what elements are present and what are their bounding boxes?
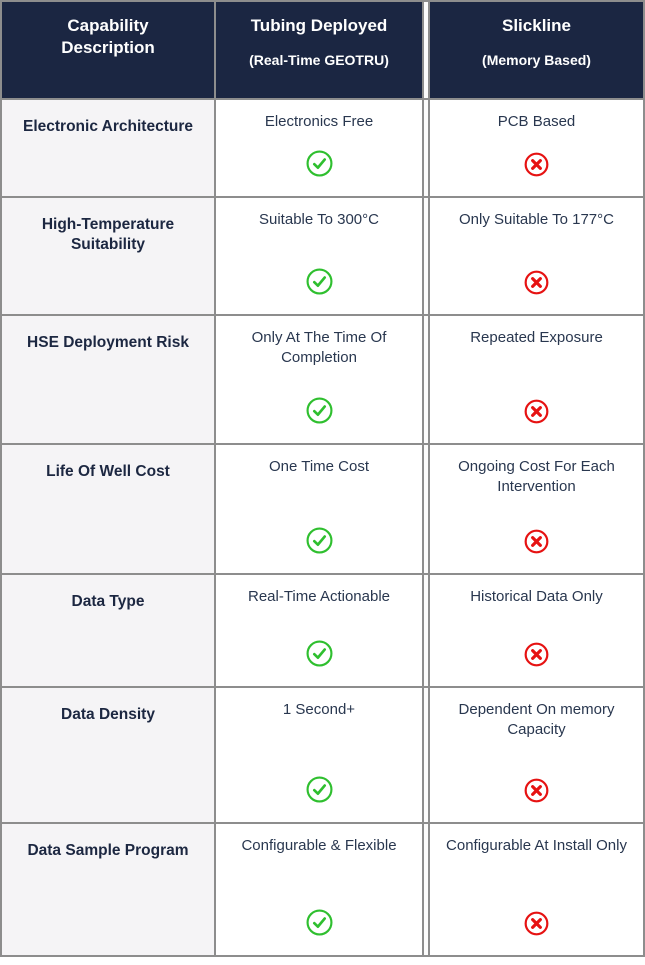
tubing-value-text: Only At The Time Of Completion bbox=[251, 329, 387, 366]
slickline-value-text: Historical Data Only bbox=[470, 588, 603, 605]
capability-label: Data Sample Program bbox=[2, 824, 216, 955]
slickline-cell: Dependent On memory Capacity bbox=[430, 688, 643, 822]
check-circle-icon bbox=[306, 268, 333, 295]
header-title: Tubing Deployed bbox=[250, 16, 388, 35]
slickline-value-text: Repeated Exposure bbox=[470, 329, 603, 346]
check-circle-icon bbox=[306, 150, 333, 177]
header-capability-description: Capability Description bbox=[2, 2, 216, 98]
table-row: Life Of Well Cost One Time Cost Ongoing … bbox=[2, 443, 643, 573]
cross-circle-icon bbox=[524, 911, 549, 936]
slickline-value-text: Ongoing Cost For Each Intervention bbox=[458, 458, 615, 495]
tubing-value-text: Real-Time Actionable bbox=[247, 588, 390, 605]
column-divider bbox=[424, 316, 430, 443]
cross-circle-icon bbox=[524, 399, 549, 424]
header-subtitle: (Real-Time GEOTRU) bbox=[249, 52, 389, 69]
column-divider bbox=[424, 688, 430, 822]
capability-label: High-Temperature Suitability bbox=[2, 198, 216, 314]
column-divider bbox=[424, 100, 430, 196]
table-row: High-Temperature Suitability Suitable To… bbox=[2, 196, 643, 314]
cross-circle-icon bbox=[524, 778, 549, 803]
cross-circle-icon bbox=[524, 529, 549, 554]
tubing-value-text: Configurable & Flexible bbox=[241, 837, 397, 854]
table-body: Electronic Architecture Electronics Free… bbox=[2, 98, 643, 955]
header-title: Slickline bbox=[502, 16, 571, 35]
capability-label: Data Density bbox=[2, 688, 216, 822]
tubing-cell: Suitable To 300°C bbox=[216, 198, 424, 314]
slickline-cell: PCB Based bbox=[430, 100, 643, 196]
tubing-value-text: 1 Second+ bbox=[282, 701, 356, 718]
cross-circle-icon bbox=[524, 642, 549, 667]
table-row: Data Type Real-Time Actionable Historica… bbox=[2, 573, 643, 686]
slickline-cell: Only Suitable To 177°C bbox=[430, 198, 643, 314]
column-divider bbox=[424, 198, 430, 314]
table-row: HSE Deployment Risk Only At The Time Of … bbox=[2, 314, 643, 443]
column-divider bbox=[424, 2, 430, 98]
tubing-value-text: Suitable To 300°C bbox=[259, 211, 379, 228]
check-circle-icon bbox=[306, 776, 333, 803]
column-divider bbox=[424, 824, 430, 955]
slickline-value-text: PCB Based bbox=[497, 113, 576, 130]
tubing-cell: One Time Cost bbox=[216, 445, 424, 573]
cross-circle-icon bbox=[524, 270, 549, 295]
table-row: Data Sample Program Configurable & Flexi… bbox=[2, 822, 643, 955]
tubing-cell: 1 Second+ bbox=[216, 688, 424, 822]
capability-label: Life Of Well Cost bbox=[2, 445, 216, 573]
slickline-cell: Repeated Exposure bbox=[430, 316, 643, 443]
header-tubing-deployed: Tubing Deployed (Real-Time GEOTRU) bbox=[216, 2, 424, 98]
check-circle-icon bbox=[306, 640, 333, 667]
tubing-cell: Real-Time Actionable bbox=[216, 575, 424, 686]
header-slickline: Slickline (Memory Based) bbox=[430, 2, 643, 98]
slickline-value-text: Dependent On memory Capacity bbox=[458, 701, 615, 738]
slickline-value-text: Only Suitable To 177°C bbox=[459, 211, 614, 228]
capability-label: Electronic Architecture bbox=[2, 100, 216, 196]
check-circle-icon bbox=[306, 909, 333, 936]
column-divider bbox=[424, 445, 430, 573]
slickline-value-text: Configurable At Install Only bbox=[446, 837, 627, 854]
capability-label: Data Type bbox=[2, 575, 216, 686]
cross-circle-icon bbox=[524, 152, 549, 177]
check-circle-icon bbox=[306, 527, 333, 554]
slickline-cell: Ongoing Cost For Each Intervention bbox=[430, 445, 643, 573]
tubing-cell: Configurable & Flexible bbox=[216, 824, 424, 955]
header-title: Capability Description bbox=[61, 16, 155, 58]
tubing-value-text: Electronics Free bbox=[264, 113, 374, 130]
table-row: Data Density 1 Second+ Dependent On memo… bbox=[2, 686, 643, 822]
header-subtitle: (Memory Based) bbox=[482, 52, 591, 69]
check-circle-icon bbox=[306, 397, 333, 424]
slickline-cell: Configurable At Install Only bbox=[430, 824, 643, 955]
capability-label: HSE Deployment Risk bbox=[2, 316, 216, 443]
column-divider bbox=[424, 575, 430, 686]
slickline-cell: Historical Data Only bbox=[430, 575, 643, 686]
tubing-value-text: One Time Cost bbox=[268, 458, 370, 475]
table-row: Electronic Architecture Electronics Free… bbox=[2, 98, 643, 196]
tubing-cell: Electronics Free bbox=[216, 100, 424, 196]
tubing-cell: Only At The Time Of Completion bbox=[216, 316, 424, 443]
table-header-row: Capability Description Tubing Deployed (… bbox=[2, 2, 643, 98]
